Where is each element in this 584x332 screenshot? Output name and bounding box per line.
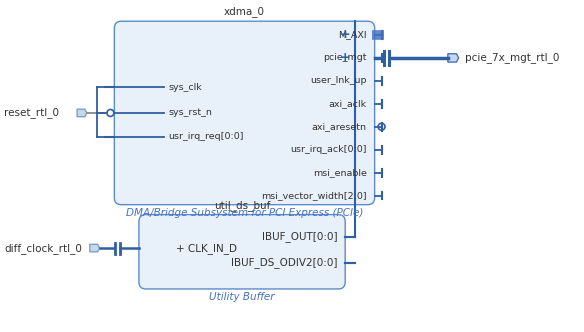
Text: msi_enable: msi_enable (313, 168, 367, 177)
Text: M_AXI: M_AXI (338, 31, 367, 40)
Text: user_lnk_up: user_lnk_up (310, 76, 367, 85)
Text: reset_rtl_0: reset_rtl_0 (4, 108, 60, 119)
Circle shape (107, 110, 114, 117)
Polygon shape (448, 54, 458, 62)
Text: sys_rst_n: sys_rst_n (168, 109, 212, 118)
Text: axi_aclk: axi_aclk (329, 99, 367, 108)
FancyBboxPatch shape (114, 21, 375, 205)
Text: msi_vector_width[2:0]: msi_vector_width[2:0] (261, 191, 367, 200)
Text: Utility Buffer: Utility Buffer (209, 292, 275, 302)
Text: diff_clock_rtl_0: diff_clock_rtl_0 (4, 243, 82, 254)
Text: xdma_0: xdma_0 (224, 6, 265, 17)
Polygon shape (90, 244, 99, 252)
Text: util_ds_buf: util_ds_buf (214, 200, 270, 210)
Text: usr_irq_req[0:0]: usr_irq_req[0:0] (168, 132, 244, 141)
Polygon shape (77, 109, 87, 117)
Text: usr_irq_ack[0:0]: usr_irq_ack[0:0] (290, 145, 367, 154)
Text: IBUF_DS_ODIV2[0:0]: IBUF_DS_ODIV2[0:0] (231, 258, 338, 268)
Text: +: + (340, 29, 350, 42)
Text: pcie_mgt: pcie_mgt (324, 53, 367, 62)
Text: IBUF_OUT[0:0]: IBUF_OUT[0:0] (262, 231, 338, 242)
FancyBboxPatch shape (139, 214, 345, 289)
Text: pcie_7x_mgt_rtl_0: pcie_7x_mgt_rtl_0 (465, 52, 559, 63)
Circle shape (378, 123, 385, 130)
Text: sys_clk: sys_clk (168, 83, 202, 92)
Text: DMA/Bridge Subsystem for PCI Express (PCIe): DMA/Bridge Subsystem for PCI Express (PC… (126, 208, 363, 218)
Text: axi_aresetn: axi_aresetn (312, 122, 367, 131)
Text: + CLK_IN_D: + CLK_IN_D (176, 243, 237, 254)
Text: +: + (340, 51, 350, 64)
